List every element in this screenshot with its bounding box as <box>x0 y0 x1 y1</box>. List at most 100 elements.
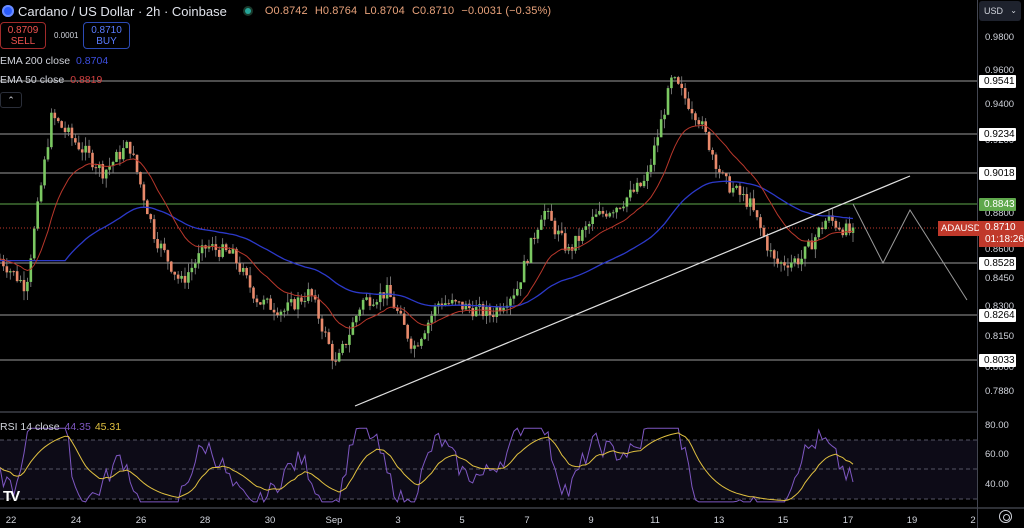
candle-body <box>509 298 512 306</box>
candle-body <box>238 263 242 272</box>
time-tick: 9 <box>588 515 594 526</box>
candle-body <box>851 227 855 233</box>
buy-button[interactable]: 0.8710 BUY <box>83 22 130 49</box>
currency-dropdown[interactable]: USD ⌄ <box>979 1 1021 21</box>
candle-body <box>450 299 454 304</box>
candle-body <box>354 315 358 323</box>
price-tick: 0.8000 <box>985 362 1015 373</box>
rsi-value: 44.35 <box>64 421 91 433</box>
candle-body <box>197 253 200 264</box>
candle-body <box>522 260 526 283</box>
candle-body <box>87 145 91 153</box>
price-tick: 0.8800 <box>985 208 1015 219</box>
current-price: 0.8710 <box>985 222 1016 233</box>
candle-body <box>396 308 399 311</box>
candle-body <box>742 194 745 196</box>
candle-body <box>409 338 413 349</box>
price-axis[interactable] <box>977 0 1024 528</box>
candle-body <box>324 331 327 333</box>
candle-body <box>115 151 118 162</box>
candle-body <box>39 185 43 202</box>
candle-body <box>724 173 728 177</box>
candle-body <box>557 230 560 235</box>
candle-body <box>241 268 245 272</box>
ema50-legend[interactable]: EMA 50 close 0.8819 <box>0 74 102 86</box>
candle-body <box>735 185 738 188</box>
candle-body <box>766 236 769 251</box>
candle-body <box>259 302 262 305</box>
candle-body <box>385 284 389 299</box>
sell-label: SELL <box>10 36 36 47</box>
candle-body <box>402 313 406 325</box>
candle-body <box>550 210 553 221</box>
candle-body <box>783 262 786 266</box>
settings-gear-icon[interactable] <box>999 510 1012 523</box>
candle-body <box>173 271 177 275</box>
candle-body <box>224 244 228 251</box>
candle-body <box>820 227 824 230</box>
candle-body <box>533 237 536 239</box>
candle-body <box>563 233 567 251</box>
candle-body <box>337 352 341 362</box>
candle-body <box>515 288 519 296</box>
candle-body <box>837 227 841 230</box>
candle-body <box>406 324 409 339</box>
bar-countdown: 01:18:26 <box>985 234 1024 245</box>
candle-body <box>653 145 656 165</box>
candle-body <box>611 212 615 214</box>
time-tick: 17 <box>842 515 854 526</box>
candle-body <box>444 303 447 306</box>
candle-body <box>2 258 5 267</box>
candle-body <box>327 332 331 344</box>
chevron-down-icon: ⌄ <box>1010 6 1017 15</box>
candle-body <box>245 268 248 276</box>
time-tick: Sep <box>325 515 343 526</box>
candle-body <box>474 307 478 317</box>
candle-body <box>663 114 666 120</box>
candle-body <box>368 297 372 306</box>
candle-body <box>303 300 307 302</box>
candle-body <box>827 215 831 221</box>
level-price-label: 0.8264 <box>979 309 1016 322</box>
ema200-legend[interactable]: EMA 200 close 0.8704 <box>0 55 108 67</box>
candle-body <box>817 227 821 238</box>
candle-body <box>471 308 475 317</box>
collapse-legend-button[interactable]: ⌃ <box>0 92 22 108</box>
candle-body <box>152 219 156 240</box>
sell-button[interactable]: 0.8709 SELL <box>0 22 46 49</box>
candle-body <box>714 154 718 169</box>
candle-body <box>293 299 296 310</box>
time-tick: 28 <box>199 515 211 526</box>
candle-body <box>149 214 153 220</box>
candle-body <box>440 303 444 306</box>
candle-body <box>707 131 711 150</box>
candle-body <box>824 220 827 230</box>
candle-body <box>601 210 605 214</box>
candle-body <box>159 243 163 249</box>
candle-body <box>365 297 368 300</box>
rsi-legend[interactable]: RSI 14 close 44.35 45.31 <box>0 421 121 433</box>
level-price-label: 0.9234 <box>979 128 1016 141</box>
candle-body <box>135 154 139 173</box>
symbol-title[interactable]: Cardano / US Dollar · 2h · Coinbase <box>18 3 227 19</box>
sell-price: 0.8709 <box>7 25 39 36</box>
candle-body <box>211 244 214 246</box>
candle-body <box>577 235 581 241</box>
currency-label: USD <box>984 6 1004 16</box>
candle-body <box>276 312 279 316</box>
candle-body <box>12 271 16 273</box>
price-tick: 0.9400 <box>985 99 1015 110</box>
rsi-label: RSI 14 close <box>0 421 60 433</box>
ohlc-values: O0.8742 H0.8764 L0.8704 C0.8710 −0.0031 … <box>265 5 555 17</box>
tradingview-logo-icon[interactable]: TV <box>3 488 20 505</box>
rsi-tick: 80.00 <box>985 420 1009 431</box>
candle-body <box>176 274 180 279</box>
candle-body <box>814 237 817 250</box>
candle-body <box>265 298 269 300</box>
candle-body <box>252 287 255 299</box>
candle-body <box>358 309 361 316</box>
time-tick: 19 <box>906 515 918 526</box>
time-tick: 22 <box>5 515 17 526</box>
current-price-label: 0.8710 01:18:26 <box>979 221 1024 247</box>
